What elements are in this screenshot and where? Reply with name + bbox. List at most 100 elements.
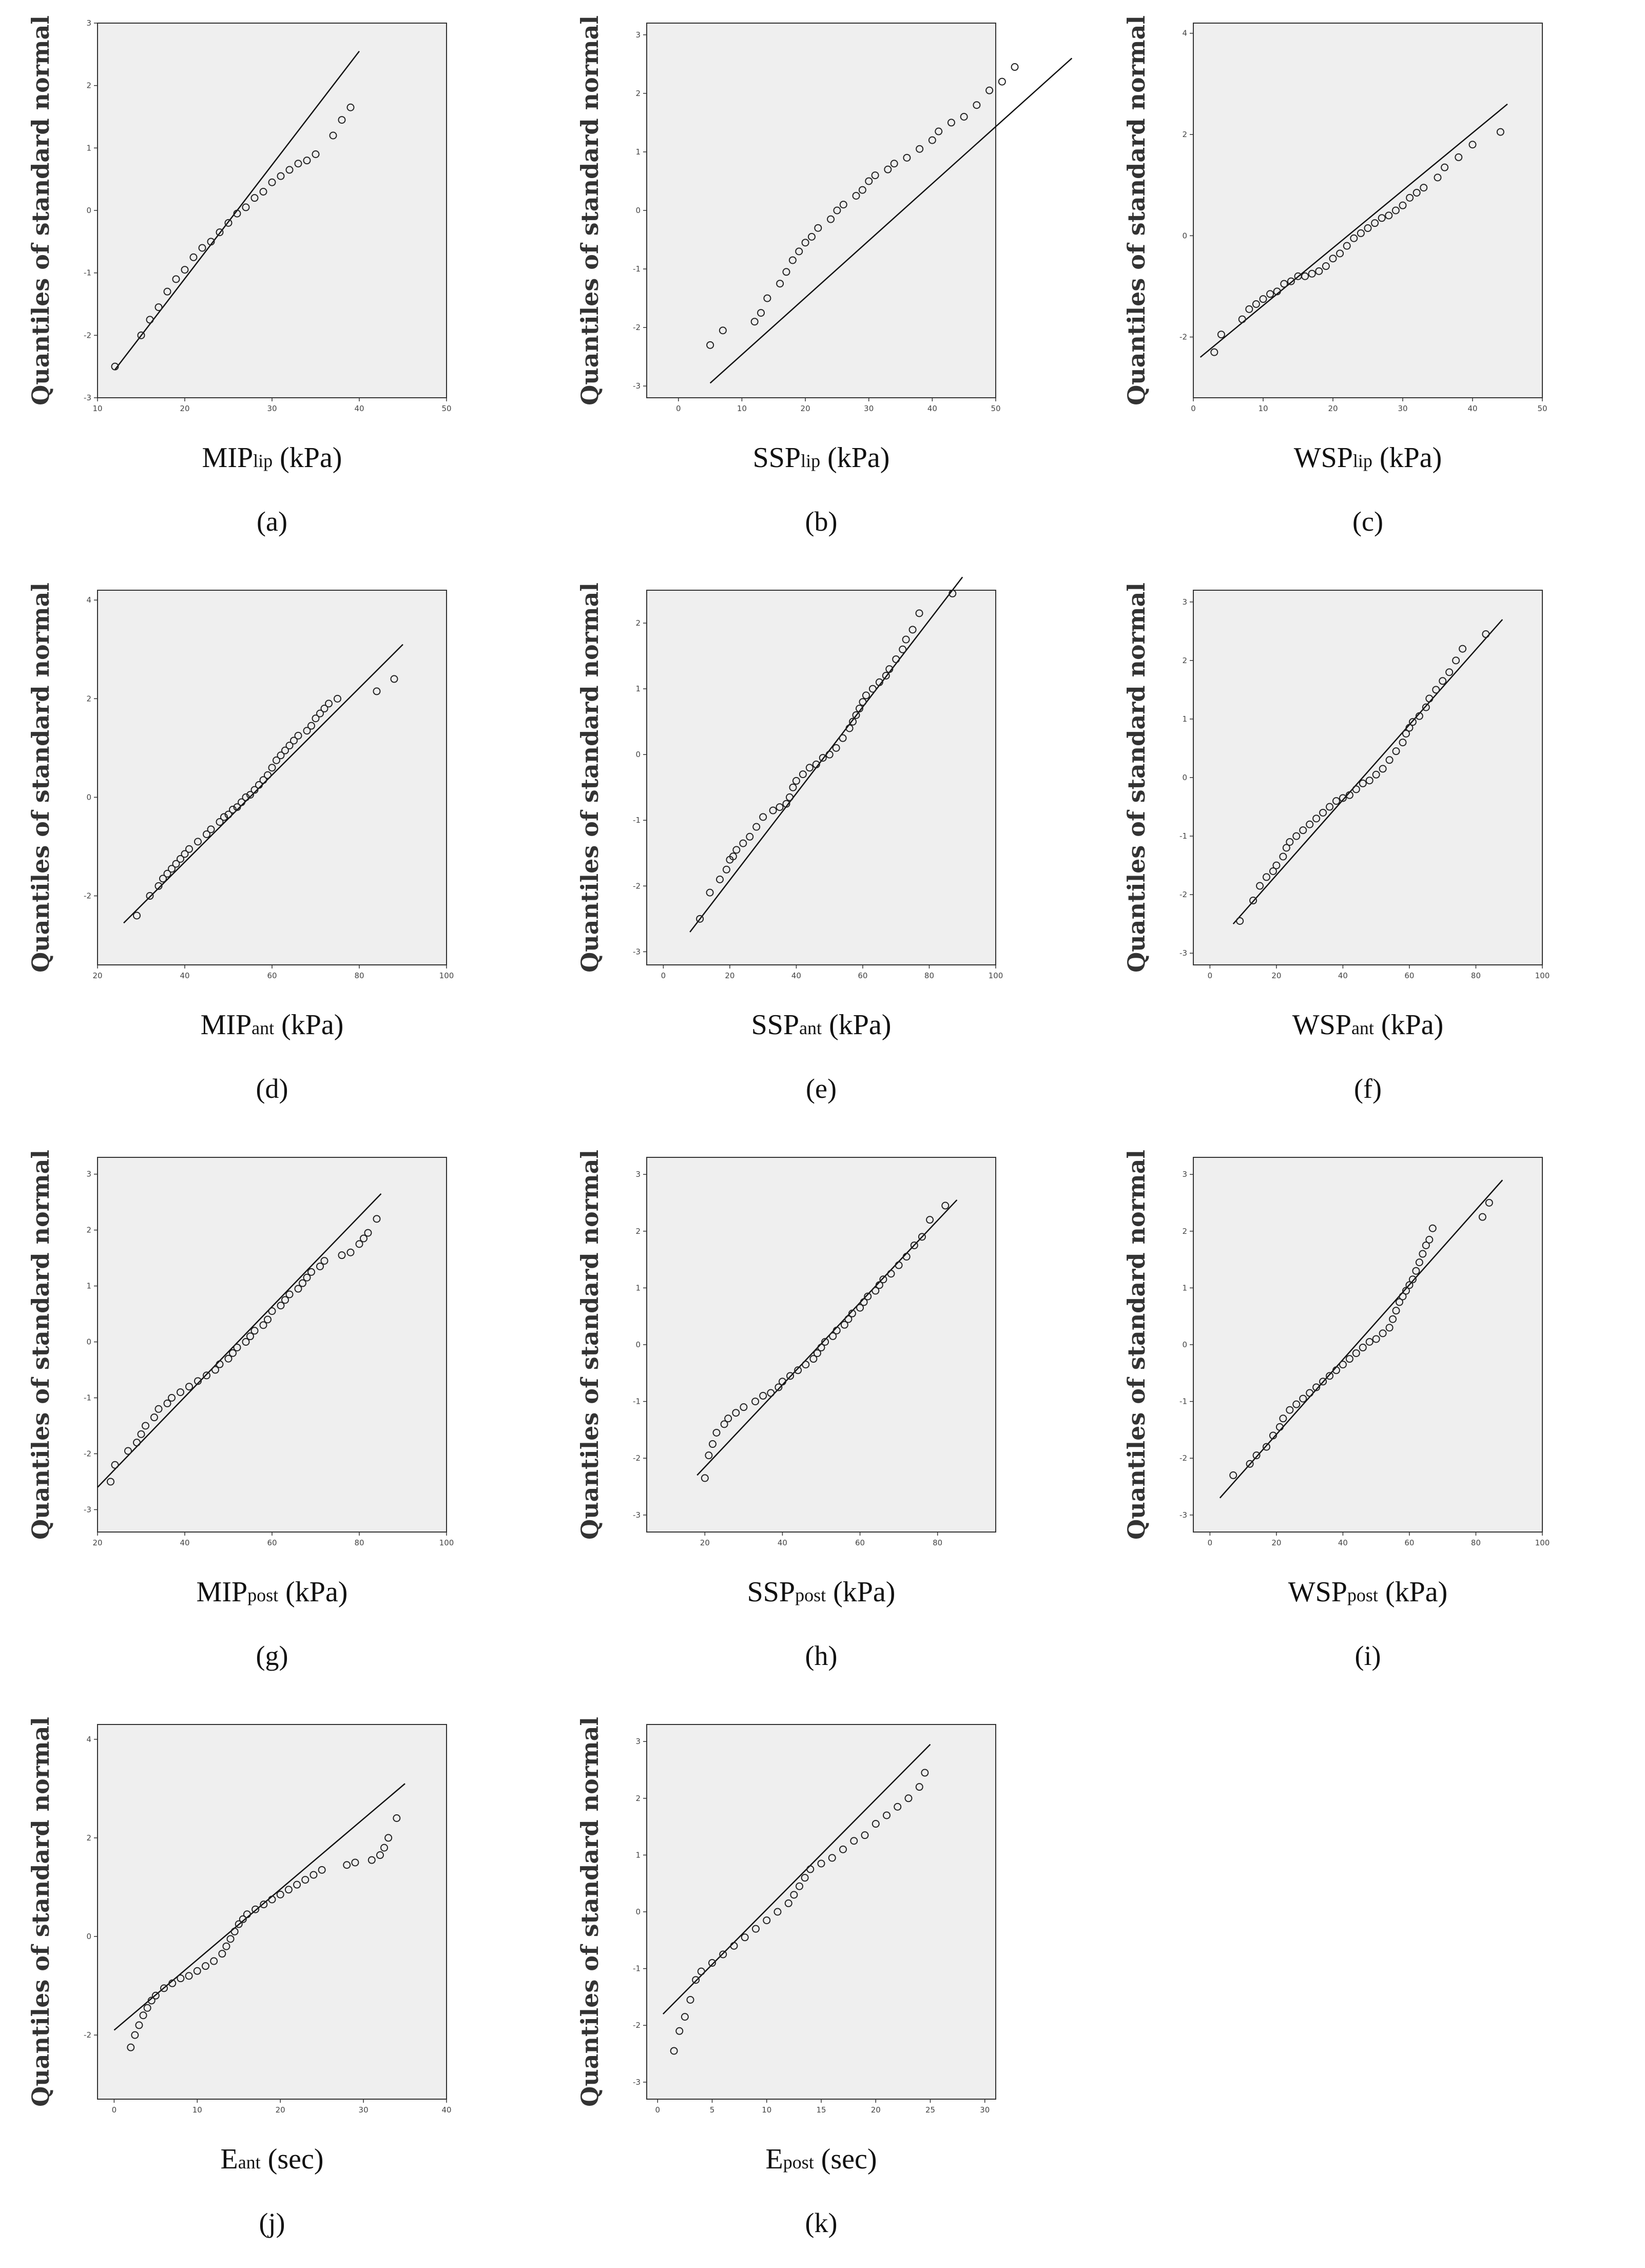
data-point <box>260 1901 268 1909</box>
data-point <box>1279 852 1287 861</box>
data-point <box>301 1876 309 1884</box>
data-point <box>790 1891 798 1899</box>
plot-area <box>1193 23 1543 398</box>
y-tick-label: -2 <box>84 891 91 901</box>
x-tick-label: 10 <box>737 404 747 413</box>
data-point <box>706 888 714 897</box>
data-point <box>393 1814 401 1822</box>
data-point <box>259 188 267 196</box>
panel-letter: (d) <box>256 1073 288 1104</box>
data-point <box>1399 739 1407 747</box>
y-tick-label: 0 <box>1182 231 1187 240</box>
data-point <box>230 1927 239 1935</box>
data-point <box>364 1229 372 1237</box>
data-point <box>722 865 730 874</box>
data-point <box>1312 815 1321 823</box>
data-point <box>788 256 797 264</box>
data-point <box>1482 630 1490 638</box>
data-point <box>921 1769 929 1777</box>
data-point <box>778 1378 786 1386</box>
data-point <box>1408 718 1417 726</box>
data-point <box>947 119 955 127</box>
data-point <box>160 1984 168 1992</box>
data-point <box>154 1405 163 1413</box>
data-point <box>1428 1224 1437 1232</box>
data-point <box>285 1290 294 1298</box>
x-tick-label: 50 <box>1537 404 1547 413</box>
data-point <box>277 751 285 760</box>
data-point <box>1269 1431 1277 1440</box>
x-tick-label: 0 <box>676 404 681 413</box>
x-tick-label: 20 <box>92 1538 102 1547</box>
data-point <box>1269 867 1277 875</box>
x-axis-label: Epost (sec) <box>765 2143 877 2175</box>
data-point <box>239 1915 247 1923</box>
data-point <box>1441 163 1449 171</box>
data-point <box>915 1783 923 1791</box>
data-point <box>194 838 202 846</box>
data-point <box>242 1338 250 1346</box>
data-point <box>1434 173 1442 182</box>
y-tick-label: 0 <box>86 1932 91 1941</box>
data-point <box>307 722 315 730</box>
data-point <box>805 764 814 772</box>
data-point <box>732 846 741 854</box>
x-axis-label: SSPlip (kPa) <box>752 442 890 474</box>
data-point <box>1329 255 1337 263</box>
data-point <box>1322 262 1330 270</box>
data-point <box>285 166 294 174</box>
data-point <box>998 77 1006 86</box>
x-tick-label: 40 <box>441 2105 451 2115</box>
data-point <box>1339 794 1347 802</box>
data-point <box>181 850 189 858</box>
data-point <box>1339 1361 1347 1369</box>
data-point <box>1420 184 1428 192</box>
data-point <box>268 1895 276 1904</box>
data-point <box>273 756 280 764</box>
x-tick-label: 10 <box>192 2105 202 2115</box>
x-tick-label: 60 <box>855 1538 865 1547</box>
y-tick-label: 1 <box>635 684 641 693</box>
x-tick-label: 30 <box>864 404 874 413</box>
data-point <box>757 309 765 317</box>
y-tick-label: 0 <box>86 206 91 215</box>
data-point <box>894 1802 902 1811</box>
data-point <box>715 876 724 884</box>
data-point <box>859 698 867 706</box>
data-point <box>1379 765 1387 773</box>
data-point <box>168 1394 176 1402</box>
data-point <box>739 839 747 847</box>
data-point <box>1379 1329 1387 1337</box>
x-tick-label: 40 <box>927 404 937 413</box>
panel-g: Quantiles of standard normal -3 -2 -1 0 1 2 3 20… <box>15 1134 529 1689</box>
data-point <box>794 1366 802 1374</box>
y-tick-label: 2 <box>1182 656 1187 665</box>
data-point <box>767 1389 775 1397</box>
y-tick-label: -2 <box>633 1453 641 1463</box>
data-point <box>1399 201 1407 209</box>
y-tick-label: 2 <box>635 1794 641 1803</box>
x-tick-label: 60 <box>1404 1538 1414 1547</box>
data-point <box>185 1972 193 1980</box>
data-point <box>189 253 198 261</box>
data-point <box>133 1439 141 1447</box>
data-point <box>862 691 870 700</box>
data-point <box>814 224 822 232</box>
y-tick-label: 1 <box>86 1282 91 1291</box>
data-point <box>848 1309 856 1317</box>
data-point <box>796 1882 803 1890</box>
data-point <box>111 1461 119 1469</box>
x-tick-label: 50 <box>441 404 451 413</box>
x-tick-label: 80 <box>1471 1538 1481 1547</box>
data-point <box>724 1414 732 1423</box>
data-point <box>198 244 206 252</box>
data-point <box>168 1979 177 1987</box>
y-tick-label: 3 <box>86 18 91 28</box>
data-point <box>750 318 759 326</box>
data-point <box>840 1321 848 1329</box>
y-tick-label: -1 <box>1179 1397 1187 1406</box>
data-point <box>246 1332 254 1341</box>
data-point <box>1385 211 1393 220</box>
data-point <box>133 912 141 920</box>
